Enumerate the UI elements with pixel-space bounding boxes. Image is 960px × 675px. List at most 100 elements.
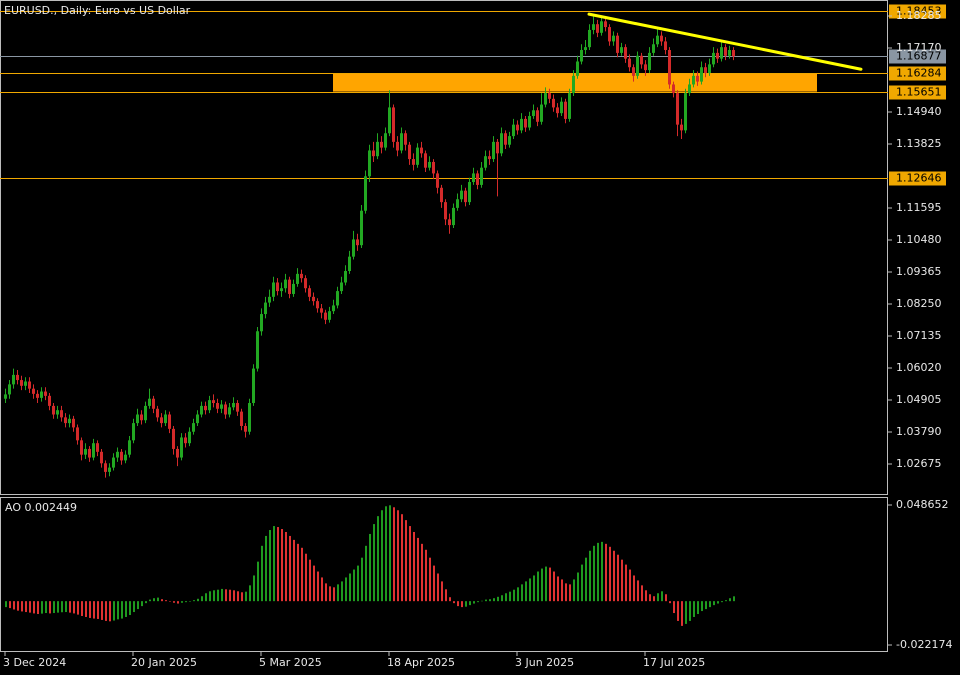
candle [632, 64, 635, 82]
histogram-bar [13, 601, 15, 610]
histogram-bar [569, 584, 571, 602]
candle-body [700, 67, 703, 82]
candle [344, 265, 347, 286]
histogram-bar [17, 601, 19, 611]
histogram-bar [617, 554, 619, 602]
level-label: 1.12646 [896, 172, 942, 185]
level-label-box [889, 66, 946, 81]
candle [16, 370, 19, 385]
candle [4, 388, 7, 404]
candle [228, 403, 231, 418]
histogram-bar [625, 564, 627, 602]
candle [704, 62, 707, 78]
candle [584, 39, 587, 55]
candle-body [108, 467, 111, 472]
candle-body [712, 52, 715, 65]
candle-body [300, 273, 303, 279]
candle [320, 304, 323, 319]
candle-body [180, 437, 183, 458]
histogram-bar [389, 505, 391, 602]
candle [32, 384, 35, 399]
histogram-bar [593, 545, 595, 602]
candle-body [696, 75, 699, 82]
candle [160, 413, 163, 428]
histogram-bar [621, 559, 623, 602]
y-tick-label: 1.02675 [896, 457, 942, 470]
histogram-bar [345, 577, 347, 602]
candle [364, 170, 367, 214]
candle [384, 127, 387, 151]
level-label: 1.18453 [896, 5, 942, 18]
candle-body [364, 176, 367, 211]
candle [416, 143, 419, 168]
candle-body [168, 414, 171, 429]
candle [316, 298, 319, 313]
candle [392, 104, 395, 148]
histogram-bar [257, 561, 259, 602]
candle-body [456, 199, 459, 208]
candle-body [684, 93, 687, 131]
histogram-bar [237, 591, 239, 602]
candle-body [384, 133, 387, 148]
candle-body [132, 423, 135, 441]
candle [732, 47, 735, 61]
candle-body [60, 410, 63, 418]
candle [472, 167, 475, 185]
candle [372, 141, 375, 162]
candle-body [184, 437, 187, 444]
candle [28, 377, 31, 393]
histogram-bar [161, 599, 163, 602]
histogram-bar [349, 573, 351, 602]
candle [352, 230, 355, 260]
candle-body [276, 282, 279, 292]
candle [656, 28, 659, 48]
candle-body [488, 156, 491, 160]
histogram-bar [365, 545, 367, 602]
histogram-bar [489, 599, 491, 602]
candle [152, 395, 155, 414]
candles-layer [4, 15, 735, 478]
candle-body [492, 141, 495, 160]
candle [164, 410, 167, 426]
candle-body [236, 403, 239, 412]
candle [184, 433, 187, 448]
candle-body [96, 443, 99, 452]
candle [44, 387, 47, 401]
candle-body [244, 425, 247, 432]
histogram-bar [65, 601, 67, 613]
candle [488, 150, 491, 165]
candle [276, 278, 279, 296]
histogram-bar [697, 601, 699, 615]
candle-body [640, 55, 643, 65]
candle-body [140, 414, 143, 421]
x-tick-label: 20 Jan 2025 [131, 656, 197, 669]
candle [684, 88, 687, 134]
candle-body [348, 256, 351, 272]
histogram-bar [537, 571, 539, 602]
histogram-bar [325, 583, 327, 602]
candle [376, 133, 379, 160]
candle [448, 213, 451, 234]
candle-body [284, 279, 287, 289]
candle-body [172, 428, 175, 449]
candle [304, 275, 307, 293]
candle-body [600, 21, 603, 33]
candle-body [324, 312, 327, 320]
candle-body [420, 147, 423, 154]
histogram-bar [189, 601, 191, 602]
candle [148, 388, 151, 409]
histogram-bar [637, 580, 639, 602]
candle-body [472, 173, 475, 183]
candle-body [424, 153, 427, 168]
histogram-bar [653, 596, 655, 602]
histogram-bar [193, 600, 195, 602]
candle-body [88, 448, 91, 458]
histogram-bar [633, 575, 635, 602]
candle-body [688, 84, 691, 94]
candle-body [624, 47, 627, 59]
candle-body [288, 279, 291, 294]
histogram-bar [337, 584, 339, 602]
candle-body [636, 55, 639, 76]
